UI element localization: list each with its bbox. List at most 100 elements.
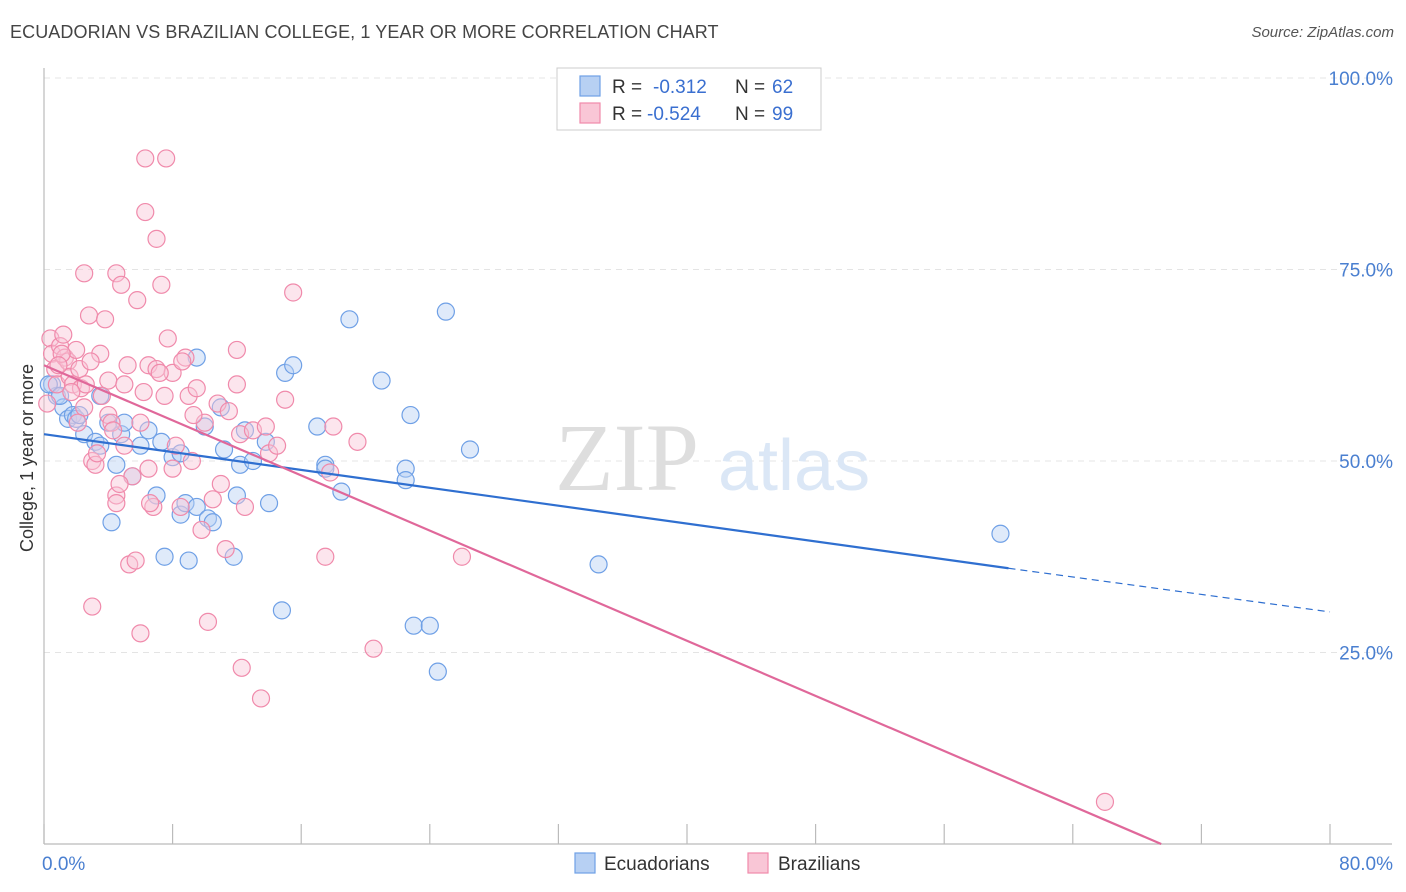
brazilian-point bbox=[52, 344, 71, 363]
brazilian-point bbox=[235, 497, 255, 517]
brazilian-point bbox=[62, 382, 81, 402]
ecuadorian-point bbox=[155, 547, 174, 566]
legend: R = -0.312 N = 62 R = -0.524 N = 99 bbox=[556, 67, 822, 131]
bottom-legend-brazilians: Brazilians bbox=[778, 854, 860, 875]
brazilian-point bbox=[157, 149, 176, 168]
brazilian-point bbox=[276, 390, 295, 409]
ecuadorian-point bbox=[589, 555, 608, 574]
brazilian-point bbox=[104, 421, 123, 440]
y-tick-label: 50.0% bbox=[1339, 452, 1393, 473]
brazilian-point bbox=[83, 597, 102, 616]
brazilian-point bbox=[110, 474, 129, 494]
brazilian-point bbox=[1095, 792, 1115, 811]
brazilian-point bbox=[173, 352, 192, 371]
brazilian-point bbox=[131, 413, 150, 432]
ecuadorian-point bbox=[401, 405, 420, 425]
legend-box bbox=[556, 67, 822, 131]
brazilian-point bbox=[452, 547, 472, 566]
y-tick-label: 75.0% bbox=[1339, 261, 1393, 282]
brazilian-point bbox=[364, 639, 383, 658]
brazilian-point bbox=[107, 486, 126, 505]
ecuadorian-point bbox=[436, 302, 455, 321]
y-axis-title: College, 1 year or more bbox=[17, 364, 37, 552]
brazilian-point bbox=[87, 444, 107, 463]
x-tick-label-min: 0.0% bbox=[42, 854, 85, 875]
brazilian-point bbox=[134, 382, 153, 402]
brazilian-point bbox=[139, 459, 158, 478]
brazilian-point bbox=[95, 310, 115, 329]
brazilian-point bbox=[86, 455, 105, 474]
brazilians-trend-line bbox=[43, 364, 1162, 846]
brazilian-point bbox=[316, 547, 335, 566]
bottom-legend: Ecuadorians Brazilians bbox=[574, 852, 860, 875]
ecuadorian-point bbox=[372, 371, 391, 390]
legend-n-value-2: 99 bbox=[772, 104, 793, 125]
brazilian-point bbox=[68, 413, 87, 432]
ecuadorian-point bbox=[428, 662, 447, 681]
legend-r-value-1: -0.312 bbox=[653, 77, 707, 98]
bottom-legend-swatch-ecuadorians bbox=[574, 852, 596, 874]
brazilian-point bbox=[136, 202, 155, 222]
ecuadorians-trend-line bbox=[43, 433, 1009, 570]
brazilian-point bbox=[112, 275, 131, 294]
y-tick-label: 25.0% bbox=[1339, 644, 1393, 665]
brazilian-point bbox=[256, 417, 275, 436]
ecuadorian-point bbox=[420, 616, 439, 635]
legend-r-value-2: -0.524 bbox=[647, 104, 701, 125]
legend-n-value-1: 62 bbox=[772, 77, 793, 98]
brazilian-point bbox=[192, 520, 211, 540]
ecuadorian-point bbox=[340, 310, 359, 329]
brazilian-point bbox=[155, 386, 174, 405]
ecuadorian-point bbox=[171, 505, 190, 524]
brazilian-point bbox=[128, 291, 147, 310]
brazilian-point bbox=[184, 405, 203, 425]
brazilian-point bbox=[118, 356, 137, 375]
brazilian-point bbox=[284, 283, 303, 302]
ecuadorian-point bbox=[404, 616, 423, 635]
brazilian-point bbox=[147, 229, 166, 248]
brazilian-point bbox=[203, 490, 222, 509]
y-tick-label: 100.0% bbox=[1329, 69, 1394, 90]
brazilian-point bbox=[267, 436, 287, 455]
brazilian-point bbox=[227, 375, 246, 394]
legend-swatch-ecuadorians bbox=[579, 75, 601, 97]
ecuadorian-point bbox=[272, 601, 292, 620]
source-credit: Source: ZipAtlas.com bbox=[1251, 24, 1394, 41]
ecuadorian-point bbox=[187, 497, 206, 517]
ecuadorian-point bbox=[102, 513, 121, 532]
brazilian-point bbox=[99, 371, 118, 390]
brazilian-point bbox=[81, 352, 100, 371]
brazilian-point bbox=[102, 413, 121, 432]
legend-r-label-1: R = bbox=[612, 77, 642, 98]
brazilian-point bbox=[163, 459, 182, 478]
brazilian-point bbox=[75, 398, 94, 417]
brazilian-point bbox=[227, 340, 246, 360]
ecuadorian-point bbox=[256, 432, 275, 451]
ecuadorians-trend-extension bbox=[1008, 567, 1331, 613]
x-tick-label-max: 80.0% bbox=[1339, 854, 1393, 875]
bottom-legend-ecuadorians: Ecuadorians bbox=[604, 854, 710, 875]
brazilian-point bbox=[166, 436, 185, 455]
trend-lines bbox=[43, 364, 1331, 846]
watermark-atlas: atlas bbox=[718, 426, 870, 506]
brazilian-point bbox=[251, 689, 271, 708]
chart-title: ECUADORIAN VS BRAZILIAN COLLEGE, 1 YEAR … bbox=[10, 22, 719, 42]
ecuadorian-point bbox=[460, 440, 480, 459]
brazilian-point bbox=[136, 149, 155, 168]
ecuadorian-point bbox=[991, 524, 1010, 543]
brazilian-point bbox=[54, 325, 73, 344]
brazilian-point bbox=[75, 264, 94, 283]
brazilian-point bbox=[216, 539, 235, 559]
brazilian-point bbox=[171, 497, 190, 517]
legend-swatch-brazilians bbox=[579, 102, 601, 124]
brazilians-points bbox=[38, 149, 1115, 811]
brazilian-point bbox=[67, 340, 86, 360]
watermark: ZIP atlas bbox=[555, 404, 870, 511]
brazilian-point bbox=[219, 402, 238, 421]
brazilian-point bbox=[91, 344, 110, 363]
axes: 0.0% 80.0% bbox=[42, 68, 1393, 875]
brazilian-point bbox=[182, 451, 201, 471]
brazilian-point bbox=[152, 275, 171, 294]
brazilian-point bbox=[126, 551, 145, 570]
